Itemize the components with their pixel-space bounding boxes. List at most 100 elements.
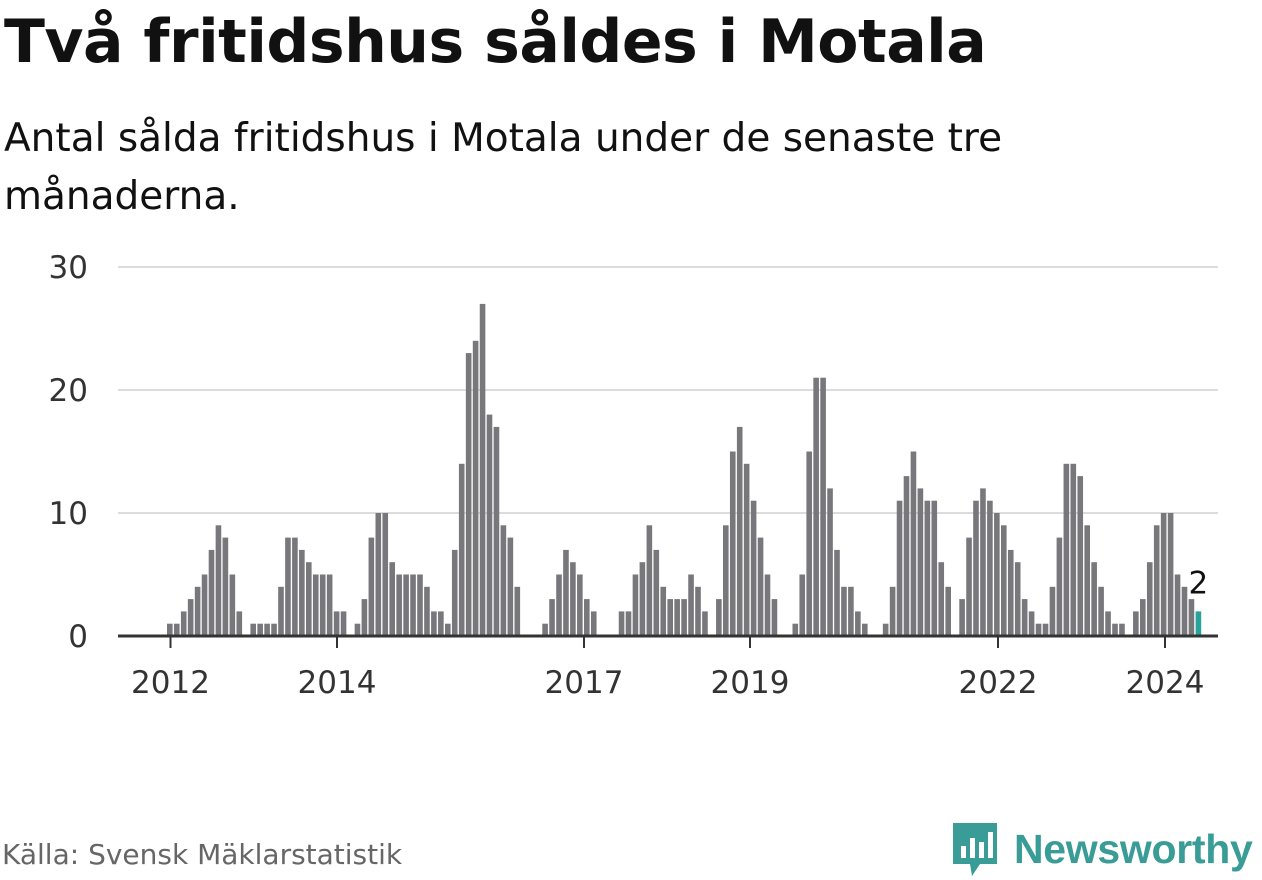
bar [646,525,653,636]
bar [500,525,507,636]
bar [438,611,444,636]
bar [312,574,319,636]
bar [1119,623,1125,636]
bar [855,611,861,636]
brand-name: Newsworthy [1014,825,1253,872]
bar [1077,476,1084,636]
bar [931,500,938,636]
bar [820,377,826,636]
chart-title: Två fritidshus såldes i Motala [4,7,987,77]
bar [1153,525,1160,636]
bar [862,623,868,636]
bar [389,562,395,636]
bar [556,574,562,636]
bar [285,537,291,636]
bar [396,574,402,636]
x-tick-label: 2024 [1126,665,1205,701]
bar [750,500,757,636]
bar [1007,549,1014,636]
bar [1140,599,1146,636]
bar [472,340,479,636]
bar [208,549,215,636]
bar [806,451,812,636]
bar [973,500,979,636]
bar [493,426,500,636]
newsworthy-brand[interactable]: Newsworthy [950,818,1253,880]
bar-chart: 0 10 20 30 2012 2014 2017 2019 2022 2024 2 [49,250,1218,701]
bar [375,513,382,636]
bar [306,562,312,636]
bar [222,537,229,636]
bar [716,599,722,636]
bar [1063,463,1070,636]
bar [590,611,597,636]
y-tick-label: 10 [49,496,88,532]
highlight-bar [1195,611,1202,636]
bar [340,611,347,636]
bar [250,623,256,636]
bar [1091,562,1097,636]
bar [966,537,972,636]
bar [660,586,667,636]
bar [479,303,486,636]
bar [938,562,945,636]
bar [702,611,708,636]
bar [917,488,924,636]
bar [403,574,409,636]
highlight-value-label: 2 [1189,565,1209,601]
bar [639,562,646,636]
bar [987,500,993,636]
bar [570,562,576,636]
y-tick-label: 30 [49,250,88,286]
bar [1146,562,1153,636]
bar [1174,574,1181,636]
bar [514,586,521,636]
bar [549,599,555,636]
bar [736,426,743,636]
bar [841,586,847,636]
bar [792,623,799,636]
bar [542,623,548,636]
x-tick-label: 2017 [545,665,624,701]
bar [695,586,701,636]
bar [1001,525,1007,636]
bar [292,537,298,636]
bar [563,549,569,636]
bar [1112,623,1118,636]
bar [848,586,854,636]
bar [333,611,340,636]
chart-subtitle: Antal sålda fritidshus i Motala under de… [4,116,1003,219]
bar [771,599,778,636]
bar [834,549,840,636]
bar [584,599,590,636]
bar [903,476,910,636]
bar [173,623,180,636]
bar [577,574,583,636]
bar [764,574,771,636]
bar [417,574,423,636]
bar [445,623,451,636]
bar [236,611,243,636]
bar [1188,599,1195,636]
bar [729,451,736,636]
bar [1098,586,1104,636]
x-tick-label: 2014 [298,665,377,701]
bar [458,463,465,636]
bar [201,574,208,636]
bar [194,586,201,636]
bar [1021,599,1028,636]
bar [368,537,375,636]
x-tick-label: 2019 [711,665,790,701]
bar [1049,586,1056,636]
bar [653,549,660,636]
bar [896,500,903,636]
bar [410,574,416,636]
bar [945,586,951,636]
bar [451,549,458,636]
bar [1042,623,1049,636]
bar [723,525,729,636]
bar [257,623,263,636]
bar [625,611,632,636]
bar [667,599,673,636]
bar [1014,562,1021,636]
